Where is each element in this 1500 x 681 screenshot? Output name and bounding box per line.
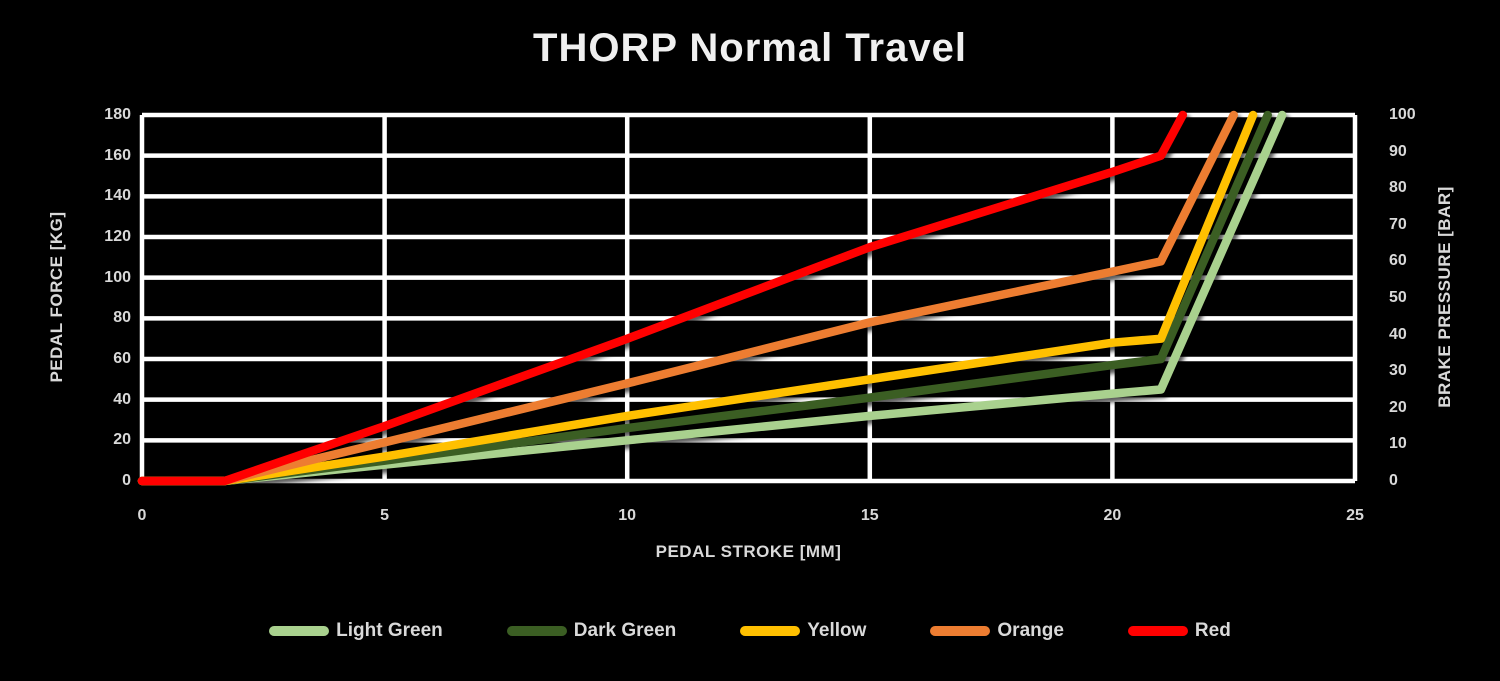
legend-item-light-green[interactable]: Light Green xyxy=(269,620,443,642)
legend-label: Red xyxy=(1194,620,1231,641)
left-y-tick-label: 60 xyxy=(113,350,131,367)
right-y-tick-label: 30 xyxy=(1389,362,1407,380)
legend-label: Orange xyxy=(997,620,1064,641)
right-y-tick-label: 60 xyxy=(1389,252,1407,270)
x-tick-label: 5 xyxy=(380,507,390,524)
legend-swatch-orange xyxy=(930,626,991,636)
series-lines xyxy=(137,110,1287,486)
legend-item-dark-green[interactable]: Dark Green xyxy=(506,620,677,642)
legend: Light Green Dark Green Yellow Orange Red xyxy=(0,620,1500,642)
series-line-yellow xyxy=(137,110,1258,486)
right-y-tick-label: 70 xyxy=(1389,215,1407,233)
right-y-tick-label: 40 xyxy=(1389,325,1407,343)
series-line-orange xyxy=(137,110,1238,486)
right-y-tick-label: 10 xyxy=(1389,435,1407,453)
legend-swatch-red xyxy=(1127,626,1188,636)
right-y-tick-label: 0 xyxy=(1389,472,1398,489)
left-y-tick-label: 80 xyxy=(113,309,131,327)
left-y-tick-label: 40 xyxy=(113,390,131,408)
right-y-tick-label: 20 xyxy=(1389,398,1407,416)
left-y-tick-label: 100 xyxy=(104,268,131,286)
legend-item-yellow[interactable]: Yellow xyxy=(740,620,866,642)
right-y-tick-label: 50 xyxy=(1389,289,1407,306)
x-tick-label: 10 xyxy=(618,507,637,524)
right-y-tick-label: 80 xyxy=(1389,179,1407,197)
left-y-tick-label: 180 xyxy=(104,106,131,123)
left-y-tick-label: 160 xyxy=(104,146,131,164)
x-tick-label: 20 xyxy=(1103,507,1122,524)
left-y-tick-label: 140 xyxy=(104,187,131,205)
right-y-tick-label: 100 xyxy=(1389,106,1416,123)
series-line-red xyxy=(137,110,1188,486)
legend-label: Light Green xyxy=(336,620,443,641)
left-y-tick-label: 120 xyxy=(104,228,131,245)
legend-swatch-yellow xyxy=(740,626,801,636)
legend-label: Yellow xyxy=(807,620,867,641)
legend-label: Dark Green xyxy=(573,620,677,641)
left-y-tick-label: 0 xyxy=(122,472,131,489)
legend-item-orange[interactable]: Orange xyxy=(930,620,1064,642)
x-tick-label: 15 xyxy=(860,507,879,524)
x-axis-title: PEDAL STROKE [MM] xyxy=(655,542,842,561)
legend-swatch-dark-green xyxy=(506,626,567,636)
series-line-dark-green xyxy=(137,110,1272,486)
legend-item-red[interactable]: Red xyxy=(1127,620,1231,642)
left-y-tick-label: 20 xyxy=(113,431,131,449)
legend-swatch-light-green xyxy=(269,626,330,636)
x-tick-label: 0 xyxy=(137,507,147,524)
right-y-tick-label: 90 xyxy=(1389,142,1407,160)
chart-title: THORP Normal Travel xyxy=(533,26,967,70)
x-tick-label: 25 xyxy=(1346,507,1364,524)
